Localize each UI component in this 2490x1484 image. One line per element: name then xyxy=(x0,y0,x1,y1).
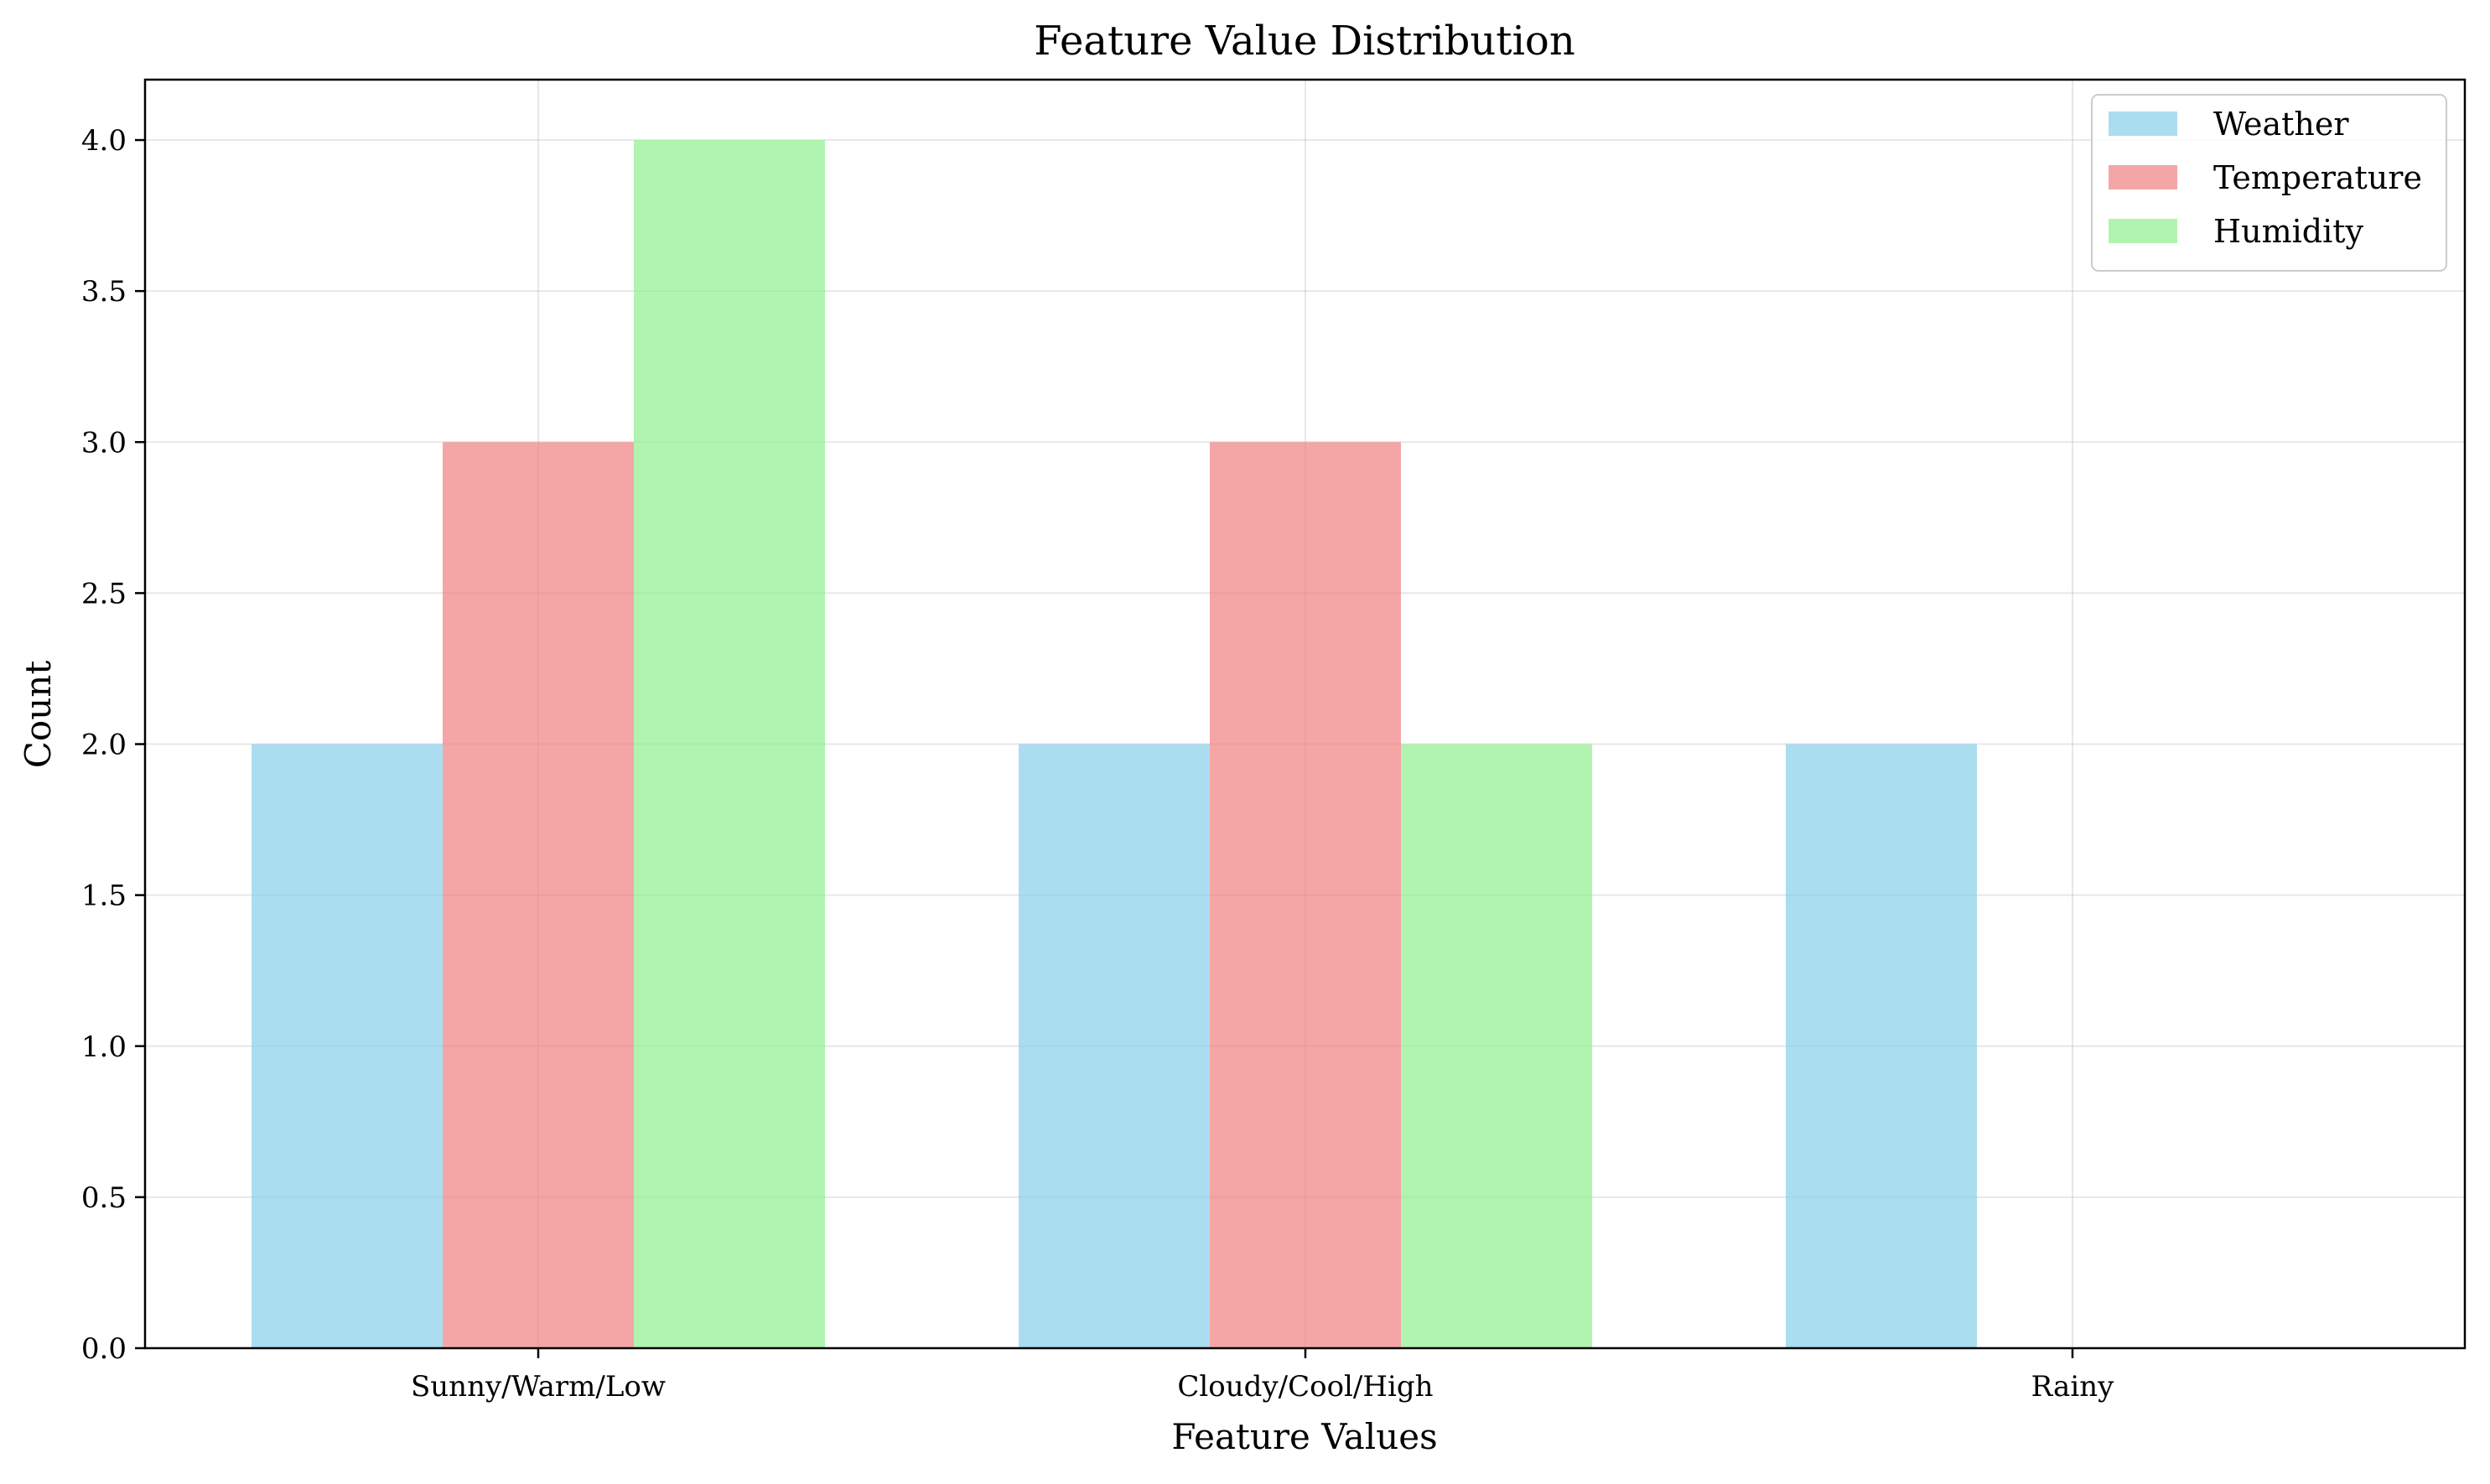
y-tick-label: 0.0 xyxy=(81,1332,127,1366)
bar-weather-2 xyxy=(1786,744,1977,1348)
y-tick-label: 3.5 xyxy=(81,275,127,309)
x-tick-label: Sunny/Warm/Low xyxy=(411,1370,666,1404)
y-axis-label: Count xyxy=(18,661,59,769)
legend-swatch-temperature xyxy=(2109,165,2177,189)
y-tick-label: 2.5 xyxy=(81,577,127,610)
y-tick-label: 1.0 xyxy=(81,1030,127,1064)
x-axis-label: Feature Values xyxy=(1171,1416,1437,1457)
legend-box xyxy=(2091,94,2447,272)
bar-temperature-1 xyxy=(1210,442,1401,1349)
chart-title: Feature Value Distribution xyxy=(1034,18,1574,65)
legend-label-temperature: Temperature xyxy=(2213,159,2422,196)
bar-weather-0 xyxy=(252,744,443,1348)
y-tick-label: 4.0 xyxy=(81,124,127,158)
x-tick-label: Rainy xyxy=(2031,1370,2114,1404)
legend-swatch-weather xyxy=(2109,112,2177,136)
legend-label-weather: Weather xyxy=(2213,106,2349,143)
x-axis: Sunny/Warm/Low Cloudy/Cool/High Rainy xyxy=(411,1348,2114,1404)
bar-humidity-1 xyxy=(1401,744,1592,1348)
legend: Weather Temperature Humidity xyxy=(2091,94,2447,272)
y-tick-label: 0.5 xyxy=(81,1181,127,1215)
bars xyxy=(252,140,1977,1349)
legend-swatch-humidity xyxy=(2109,219,2177,243)
bar-humidity-0 xyxy=(634,140,825,1349)
bar-weather-1 xyxy=(1019,744,1210,1348)
y-tick-label: 1.5 xyxy=(81,880,127,913)
x-tick-label: Cloudy/Cool/High xyxy=(1177,1370,1433,1404)
legend-label-humidity: Humidity xyxy=(2213,213,2364,250)
bar-temperature-0 xyxy=(443,442,634,1349)
y-axis: 0.0 0.5 1.0 1.5 2.0 2.5 3.0 3.5 4.0 xyxy=(81,124,145,1366)
y-tick-label: 2.0 xyxy=(81,729,127,762)
y-tick-label: 3.0 xyxy=(81,426,127,459)
